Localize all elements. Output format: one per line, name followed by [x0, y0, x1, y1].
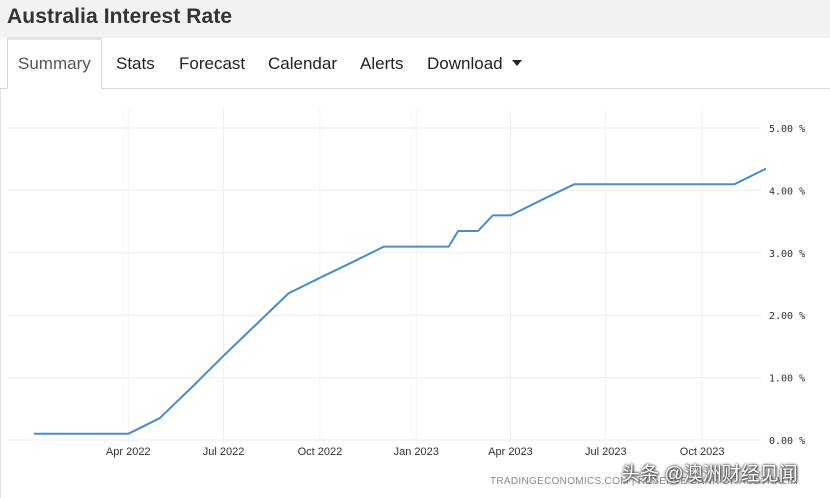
x-tick-label: Jul 2022: [203, 446, 245, 458]
y-tick-label: 2.00 %: [769, 311, 805, 322]
x-tick-label: Jan 2023: [394, 446, 439, 458]
x-tick-label: Oct 2023: [680, 446, 725, 458]
tab-download-label: Download: [427, 54, 503, 73]
tab-forecast[interactable]: Forecast: [179, 54, 246, 73]
tab-download[interactable]: Download: [427, 38, 522, 88]
y-tick-label: 4.00 %: [769, 186, 805, 197]
tab-stats[interactable]: Stats: [116, 54, 155, 73]
source-credit: TRADINGECONOMICS.COM | RESERVE BANK OF A…: [490, 476, 798, 487]
y-axis-labels: 0.00 % 1.00 % 2.00 % 3.00 % 4.00 % 5.00 %: [769, 124, 805, 447]
x-axis-labels: Apr 2022 Jul 2022 Oct 2022 Jan 2023 Apr 2023…: [106, 446, 725, 458]
page-title: Australia Interest Rate: [7, 5, 233, 28]
tab-alerts[interactable]: Alerts: [360, 54, 404, 73]
tab-calendar[interactable]: Calendar: [268, 54, 337, 73]
y-tick-label: 5.00 %: [769, 124, 805, 135]
chevron-down-icon: [511, 60, 522, 66]
series-line: [34, 167, 767, 435]
x-tick-label: Jul 2023: [585, 446, 627, 458]
x-tick-label: Oct 2022: [298, 446, 343, 458]
x-tick-label: Apr 2022: [106, 446, 151, 458]
x-tick-label: Apr 2023: [488, 446, 533, 458]
watermark: 头条 @澳洲财经见闻: [621, 464, 798, 485]
tab-bar: Summary Stats Forecast Calendar Alerts D…: [0, 37, 830, 89]
title-bar: Australia Interest Rate: [0, 0, 830, 38]
y-tick-label: 3.00 %: [769, 249, 805, 260]
tab-summary[interactable]: Summary: [7, 37, 102, 89]
chart-left-border: [0, 88, 1, 498]
y-tick-label: 1.00 %: [769, 374, 805, 385]
chart-grid: [8, 108, 762, 444]
y-tick-label: 0.00 %: [769, 436, 805, 447]
